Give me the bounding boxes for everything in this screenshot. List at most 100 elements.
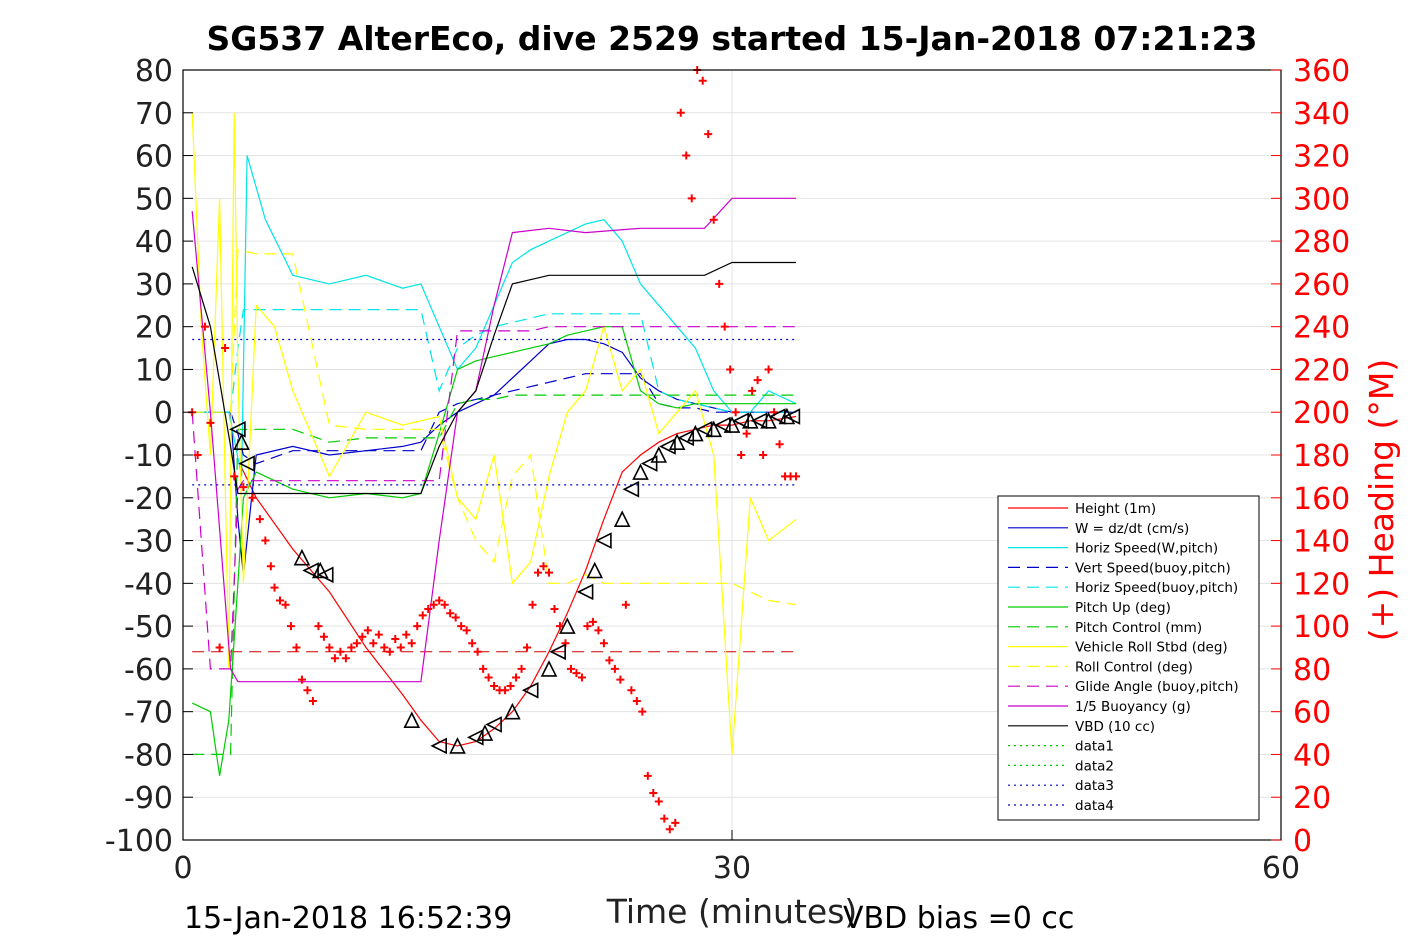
y-tick-label: -50 — [124, 610, 173, 645]
observed-marker — [521, 681, 539, 699]
series-line — [192, 309, 797, 413]
y-right-tick-label: 60 — [1293, 696, 1331, 731]
heading-point — [550, 605, 559, 613]
observed-marker — [783, 408, 801, 425]
observed-marker — [540, 660, 558, 677]
heading-point — [266, 562, 275, 571]
heading-point — [737, 451, 746, 459]
heading-point — [358, 632, 367, 641]
y-tick-label: 0 — [154, 396, 173, 431]
observed-marker — [449, 737, 466, 754]
heading-point — [528, 600, 537, 609]
y-tick-label: -90 — [124, 781, 173, 816]
observed-marker — [476, 724, 494, 741]
heading-point — [369, 639, 378, 648]
y-right-tick-label: 180 — [1293, 439, 1350, 474]
heading-point — [654, 797, 663, 806]
heading-point — [506, 682, 515, 690]
heading-point — [385, 647, 394, 656]
legend-entry-label: data4 — [1075, 798, 1114, 814]
heading-point — [731, 408, 740, 417]
observed-marker — [504, 702, 521, 720]
heading-point — [402, 630, 411, 639]
heading-point — [275, 596, 284, 605]
y-right-tick-label: 360 — [1293, 54, 1350, 89]
y-tick-label: 40 — [135, 225, 173, 260]
heading-point — [621, 600, 630, 609]
heading-point — [720, 322, 729, 331]
observed-marker — [293, 548, 311, 566]
observed-marker — [229, 421, 246, 438]
heading-point — [512, 673, 521, 682]
legend-entry-label: Horiz Speed(buoy,pitch) — [1075, 580, 1238, 596]
y-right-tick-label: 240 — [1293, 311, 1350, 346]
legend-entry-label: W = dz/dt (cm/s) — [1075, 521, 1189, 537]
heading-point — [792, 472, 801, 481]
observed-marker — [622, 480, 640, 498]
y-right-tick-label: 80 — [1293, 653, 1331, 688]
legend-entry-label: data1 — [1075, 739, 1114, 755]
heading-point — [418, 611, 427, 620]
heading-point — [479, 664, 488, 673]
heading-point — [671, 818, 680, 827]
observed-marker — [650, 446, 668, 463]
heading-point — [440, 600, 449, 609]
heading-point — [396, 643, 405, 652]
heading-point — [215, 643, 224, 652]
heading-point — [605, 656, 614, 665]
series-line — [192, 248, 797, 606]
observed-marker — [316, 566, 334, 584]
y-right-tick-label: 220 — [1293, 353, 1350, 388]
observed-marker — [467, 729, 484, 746]
observed-marker — [750, 412, 768, 430]
legend-entry-label: Vehicle Roll Stbd (deg) — [1075, 640, 1228, 656]
y-right-tick-label: 140 — [1293, 525, 1350, 560]
y-tick-label: -10 — [124, 439, 173, 474]
y-right-tick-label: 200 — [1293, 396, 1350, 431]
heading-point — [698, 76, 707, 85]
observed-marker — [586, 561, 604, 579]
heading-point — [726, 365, 735, 374]
heading-point — [468, 639, 477, 648]
heading-point — [555, 622, 564, 631]
legend-entry-label: data3 — [1075, 778, 1114, 794]
heading-point — [539, 562, 548, 571]
observed-marker — [732, 412, 749, 430]
heading-point — [336, 647, 345, 656]
observed-marker — [595, 532, 612, 549]
heading-point — [457, 622, 466, 631]
heading-point — [610, 664, 619, 673]
heading-point — [643, 771, 652, 780]
observed-marker — [403, 711, 421, 729]
legend-box — [997, 495, 1260, 821]
observed-marker — [549, 643, 566, 661]
heading-point — [200, 322, 209, 331]
y-tick-label: 70 — [135, 97, 173, 132]
heading-point — [230, 472, 239, 481]
heading-point — [374, 630, 383, 639]
heading-point — [665, 825, 674, 834]
series-line — [192, 373, 797, 465]
heading-point — [588, 617, 597, 626]
observed-marker — [760, 411, 777, 429]
heading-point — [347, 643, 356, 652]
x-axis-label: Time (minutes) — [606, 892, 858, 931]
heading-point — [616, 675, 625, 684]
heading-point — [566, 664, 575, 673]
heading-point — [248, 493, 257, 502]
heading-point — [594, 626, 603, 635]
y-tick-label: 60 — [135, 140, 173, 175]
heading-point — [676, 108, 685, 117]
heading-point — [325, 643, 334, 652]
heading-point — [297, 675, 306, 684]
y-tick-label: 20 — [135, 311, 173, 346]
heading-point — [255, 515, 264, 524]
observed-marker — [659, 438, 676, 455]
footer-vbd-bias: VBD bias =0 cc — [843, 901, 1074, 936]
y-tick-label: -70 — [124, 696, 173, 731]
heading-point — [484, 673, 493, 682]
legend-entry-label: Roll Control (deg) — [1075, 659, 1193, 675]
heading-point — [281, 600, 290, 609]
observed-marker — [714, 416, 731, 434]
